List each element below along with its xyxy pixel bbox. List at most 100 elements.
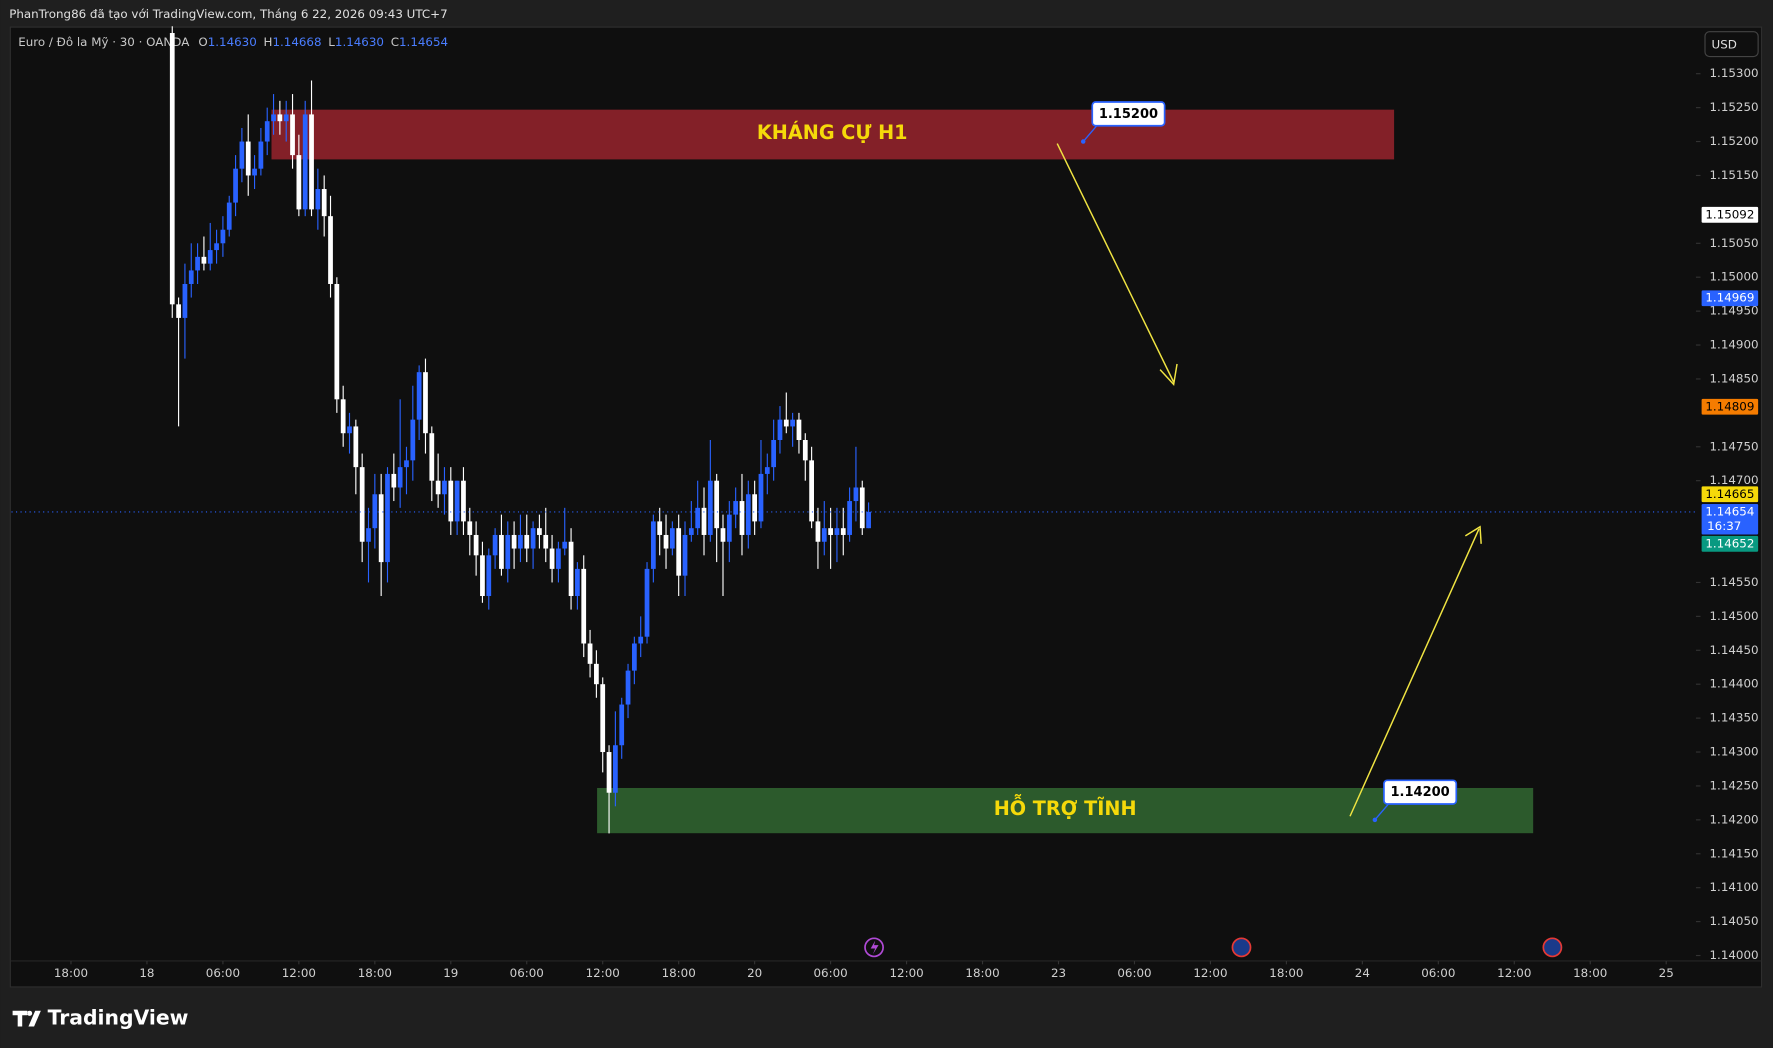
candle-body	[847, 501, 852, 535]
price-badge	[1701, 206, 1759, 223]
y-tick-label: 1.14350	[1710, 711, 1759, 725]
arrow-down	[1056, 143, 1175, 383]
candle-body	[410, 419, 416, 461]
price-badge	[1701, 398, 1759, 415]
event-icon[interactable]	[864, 937, 884, 958]
candle-body	[467, 521, 473, 535]
candle-body	[657, 521, 663, 535]
y-tick-label: 1.14050	[1710, 914, 1759, 928]
price-badge	[1701, 503, 1759, 535]
candle-body	[834, 528, 840, 535]
candle-body	[442, 480, 447, 495]
y-tick-label: 1.14750	[1710, 439, 1759, 453]
candle-body	[783, 419, 789, 427]
zone-label: HỖ TRỢ TĨNH	[994, 793, 1137, 820]
candle-body	[758, 473, 764, 522]
price-badge-label: 1.14654	[1705, 504, 1754, 518]
price-badge	[1701, 486, 1759, 503]
y-tick-label: 1.15000	[1710, 270, 1759, 284]
candle-body	[207, 250, 213, 264]
candle-body	[416, 372, 422, 420]
countdown: 16:37	[1707, 519, 1741, 533]
candle-body	[625, 670, 631, 705]
x-tick-label: 25	[1659, 966, 1674, 980]
candle-body	[777, 419, 783, 441]
candle-body	[714, 480, 720, 529]
candle-body	[575, 568, 580, 597]
y-tick-label: 1.14500	[1710, 609, 1759, 623]
x-tick-label: 06:00	[1421, 966, 1455, 980]
callout-label: 1.14200	[1391, 785, 1450, 800]
candle-body	[739, 501, 745, 535]
candle-body	[840, 528, 846, 535]
callout-box	[1383, 779, 1458, 805]
legend-key: C	[391, 34, 399, 48]
y-tick-label: 1.15250	[1710, 100, 1759, 114]
arrows	[1056, 143, 1482, 817]
candle-body	[549, 548, 555, 569]
economic-event-icon[interactable]	[1231, 937, 1252, 958]
candle-body	[771, 440, 777, 468]
candle-body	[600, 684, 606, 753]
candle-body	[404, 460, 409, 468]
economic-event-icon[interactable]	[1542, 937, 1563, 958]
candle-body	[283, 114, 289, 122]
candle-body	[258, 141, 264, 169]
candle-body	[366, 528, 371, 542]
callout-pointer	[1082, 125, 1098, 142]
y-tick-label: 1.15300	[1710, 66, 1759, 80]
x-tick-label: 12:00	[889, 966, 923, 980]
candle-body	[226, 202, 232, 230]
candle-body	[530, 528, 536, 549]
price-badge-label: 1.15092	[1705, 207, 1754, 221]
candle-body	[581, 568, 587, 644]
callout-box	[1091, 101, 1166, 127]
candle-body	[644, 568, 650, 637]
x-tick-label: 18	[139, 966, 154, 980]
candle-body	[328, 216, 333, 284]
chart-pane	[9, 26, 1763, 988]
y-tick-label: 1.14850	[1710, 371, 1759, 385]
price-badge	[1701, 535, 1759, 552]
candle-body	[448, 480, 454, 522]
candle-body	[682, 534, 688, 576]
candle-body	[650, 521, 656, 569]
candle-body	[277, 114, 283, 122]
x-tick-label: 12:00	[586, 966, 620, 980]
candle-body	[815, 521, 821, 542]
candle-body	[720, 528, 726, 542]
x-tick-label: 24	[1355, 966, 1370, 980]
x-tick-label: 20	[747, 966, 762, 980]
candle-body	[676, 528, 682, 576]
candle-body	[853, 487, 859, 502]
candle-body	[359, 467, 365, 542]
candle-body	[385, 473, 390, 563]
currency-button[interactable]	[1704, 31, 1759, 58]
y-tick-label: 1.14400	[1710, 677, 1759, 691]
legend-value: 1.14630	[335, 34, 384, 48]
x-tick-label: 19	[443, 966, 458, 980]
currency[interactable]: USD	[1712, 38, 1737, 52]
candle-body	[214, 243, 219, 251]
y-tick-label: 1.14100	[1710, 880, 1759, 894]
candle-body	[511, 534, 517, 549]
candle-body	[619, 704, 625, 746]
candle-body	[796, 419, 802, 441]
candle-body	[378, 494, 384, 563]
candle-body	[473, 534, 479, 556]
candle-body	[631, 643, 637, 671]
candle-body	[480, 555, 485, 597]
candle-body	[752, 494, 758, 522]
candle-body	[176, 304, 181, 318]
candles	[169, 26, 871, 834]
candle-body	[859, 487, 865, 529]
candle-body	[688, 528, 694, 535]
candle-body	[568, 541, 574, 597]
candle-body	[701, 507, 707, 535]
x-tick-label: 06:00	[1117, 966, 1151, 980]
candle-body	[543, 534, 549, 549]
event-icon	[870, 940, 879, 955]
price-badge-label: 1.14665	[1705, 487, 1754, 501]
